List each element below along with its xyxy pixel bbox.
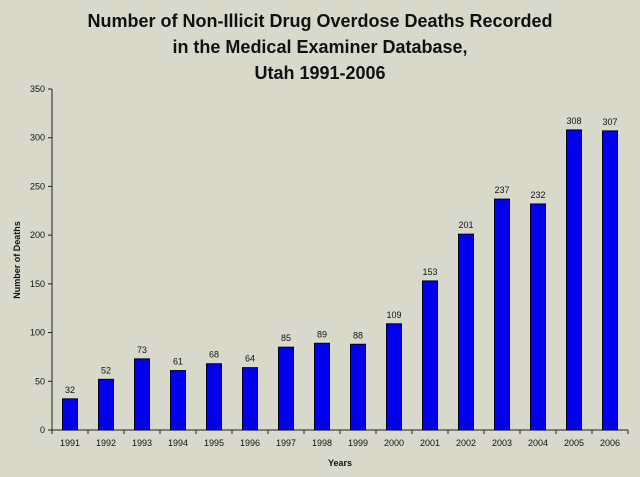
bar-2002 (458, 233, 474, 431)
x-tick-label: 1993 (132, 438, 152, 448)
bar-1997 (278, 346, 294, 431)
data-label-2001: 153 (422, 267, 437, 277)
x-tick-label: 2000 (384, 438, 404, 448)
data-label-1998: 89 (317, 329, 327, 339)
y-tick-label: 150 (30, 279, 45, 289)
bar-1996 (242, 367, 258, 431)
y-tick-label: 300 (30, 133, 45, 143)
bar-1998 (314, 342, 330, 431)
x-tick-label: 2001 (420, 438, 440, 448)
x-tick-label: 1994 (168, 438, 188, 448)
bar-1995 (206, 363, 222, 431)
bar-2003 (494, 198, 510, 431)
y-tick-label: 50 (35, 376, 45, 386)
bar-2004 (530, 203, 546, 431)
data-label-1996: 64 (245, 354, 255, 364)
x-tick-label: 2002 (456, 438, 476, 448)
data-label-1997: 85 (281, 333, 291, 343)
bar-1991 (62, 398, 78, 431)
y-tick-label: 350 (30, 84, 45, 94)
x-axis-title: Years (328, 458, 352, 468)
x-tick-label: 1999 (348, 438, 368, 448)
x-tick-label: 2006 (600, 438, 620, 448)
x-tick-label: 1998 (312, 438, 332, 448)
x-tick-label: 1991 (60, 438, 80, 448)
bar-1994 (170, 370, 186, 431)
data-label-1992: 52 (101, 365, 111, 375)
chart-title: Number of Non-Illicit Drug Overdose Deat… (0, 8, 640, 86)
data-label-1995: 68 (209, 350, 219, 360)
x-tick-label: 1992 (96, 438, 116, 448)
bar-2000 (386, 323, 402, 431)
data-label-2004: 232 (530, 190, 545, 200)
bar-2006 (602, 130, 618, 431)
x-tick-label: 2004 (528, 438, 548, 448)
data-label-1993: 73 (137, 345, 147, 355)
title-line-2: in the Medical Examiner Database, (172, 37, 468, 57)
y-tick-label: 200 (30, 230, 45, 240)
bar-1993 (134, 358, 150, 431)
x-tick-label: 1997 (276, 438, 296, 448)
bar-1992 (98, 378, 114, 431)
x-tick-label: 1996 (240, 438, 260, 448)
y-tick-label: 0 (40, 425, 45, 435)
data-label-2003: 237 (494, 185, 509, 195)
title-line-3: Utah 1991-2006 (254, 63, 386, 83)
x-tick-label: 2003 (492, 438, 512, 448)
data-label-1991: 32 (65, 385, 75, 395)
x-tick-label: 2005 (564, 438, 584, 448)
y-tick-label: 250 (30, 181, 45, 191)
bar-2005 (566, 129, 582, 431)
data-label-2005: 308 (566, 116, 581, 126)
data-label-1999: 88 (353, 330, 363, 340)
y-axis-title: Number of Deaths (12, 221, 22, 299)
data-label-1994: 61 (173, 357, 183, 367)
y-tick-label: 100 (30, 328, 45, 338)
bar-2001 (422, 280, 438, 431)
data-label-2000: 109 (386, 310, 401, 320)
data-label-2002: 201 (458, 220, 473, 230)
bar-1999 (350, 343, 366, 431)
title-line-1: Number of Non-Illicit Drug Overdose Deat… (87, 11, 553, 31)
x-tick-label: 1995 (204, 438, 224, 448)
data-label-2006: 307 (602, 117, 617, 127)
